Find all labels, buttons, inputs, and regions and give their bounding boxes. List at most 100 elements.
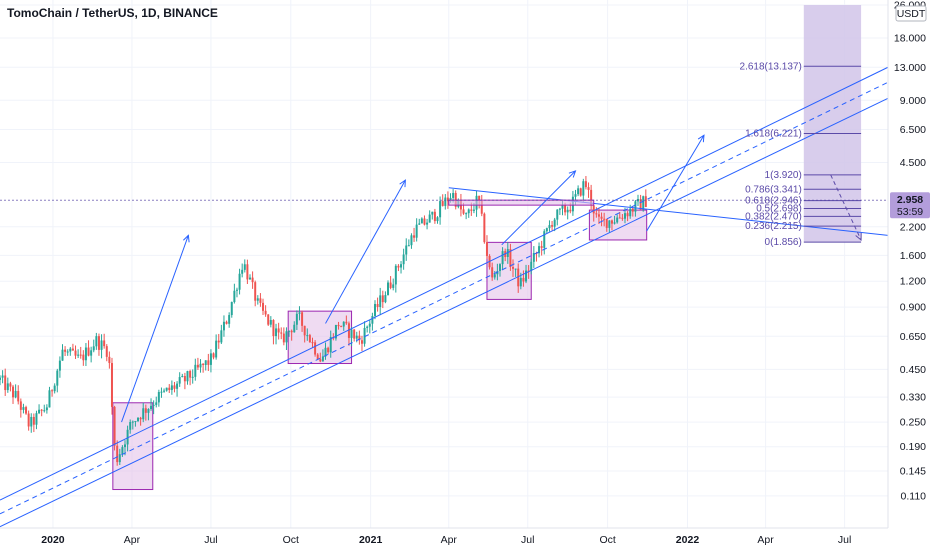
candle-body	[295, 313, 298, 325]
candle-body	[30, 416, 33, 427]
fib-level-label: 0.5(2.698)	[756, 203, 802, 214]
candle-body	[329, 336, 332, 353]
candle-body	[103, 340, 106, 347]
candle-body	[623, 213, 626, 219]
projection-arrow-head	[399, 179, 406, 188]
candle-body	[418, 223, 421, 225]
candle-body	[303, 325, 306, 336]
candle-body	[43, 410, 46, 412]
candle-body	[462, 209, 465, 214]
candle-body	[25, 407, 28, 414]
candle-body	[121, 447, 124, 455]
candle-body	[19, 401, 22, 410]
candle-body	[100, 340, 103, 350]
candle-body	[428, 214, 431, 223]
candle-body	[368, 323, 371, 327]
candle-body	[17, 390, 20, 402]
candle-body	[642, 196, 645, 210]
price-tick-label: 0.450	[900, 364, 926, 376]
candle-body	[467, 209, 470, 214]
candle-body	[584, 181, 587, 188]
candle-body	[1, 375, 4, 378]
candle-body	[314, 342, 317, 355]
candle-body	[0, 377, 1, 380]
candle-body	[564, 205, 567, 213]
candle-body	[407, 245, 410, 247]
candle-body	[394, 265, 397, 285]
projection-arrow-head	[183, 234, 190, 243]
candle-body	[77, 354, 80, 356]
candle-body	[199, 363, 202, 368]
candle-body	[155, 402, 158, 405]
candle-body	[631, 208, 634, 212]
time-axis-background	[0, 528, 932, 550]
candle-body	[64, 349, 67, 352]
candle-body	[514, 268, 517, 270]
candle-body	[142, 408, 145, 420]
candle-body	[6, 383, 9, 391]
candle-body	[144, 408, 147, 413]
consolidation-box	[486, 241, 532, 300]
candle-body	[441, 201, 444, 206]
candle-body	[178, 377, 181, 384]
price-tick-label: 0.900	[900, 302, 926, 314]
candle-body	[160, 391, 163, 393]
candle-body	[285, 331, 288, 343]
projection-arrow-head	[855, 232, 862, 242]
candle-body	[152, 404, 155, 406]
candle-body	[381, 295, 384, 303]
candle-body	[592, 205, 595, 214]
price-axis[interactable]: 26.00018.00013.0009.0006.5004.5002.2001.…	[894, 0, 926, 502]
candle-body	[157, 392, 160, 403]
candle-body	[259, 298, 262, 303]
candle-body	[118, 454, 121, 463]
candle-body	[363, 327, 366, 344]
candle-body	[543, 231, 546, 248]
candle-body	[350, 329, 353, 338]
candle-body	[553, 219, 556, 227]
candle-body	[415, 224, 418, 238]
candle-body	[525, 270, 528, 282]
candle-body	[319, 359, 322, 362]
candle-body	[392, 284, 395, 288]
candle-body	[311, 342, 314, 344]
candle-body	[186, 371, 189, 382]
candle-body	[56, 370, 59, 386]
price-tick-label: 0.650	[900, 331, 926, 343]
candle-body	[116, 445, 119, 463]
candle-body	[566, 209, 569, 213]
fibonacci-extension: 2.618(13.137) 1.618(6.221) 1(3.920) 0.786(3…	[740, 61, 862, 248]
candle-body	[582, 181, 585, 196]
time-axis[interactable]: 2020 Apr Jul Oct 2021 Apr Jul Oct 2022 Apr Jul	[41, 534, 851, 546]
candle-body	[379, 295, 382, 308]
channel-line-lower	[0, 97, 889, 528]
candle-body	[629, 208, 632, 217]
candle-body	[165, 387, 168, 391]
candle-body	[376, 303, 379, 308]
candle-body	[532, 253, 535, 262]
candle-body	[108, 356, 111, 364]
candle-body	[366, 326, 369, 328]
time-tick-label: Jul	[204, 534, 217, 546]
time-tick-label: Apr	[441, 534, 458, 546]
candle-body	[230, 302, 233, 316]
candle-body	[225, 321, 228, 324]
usdt-unit-badge: USDT	[895, 5, 927, 22]
candle-body	[501, 251, 504, 265]
candle-body	[410, 235, 413, 246]
candle-body	[53, 385, 56, 392]
candle-body	[512, 267, 515, 269]
candle-body	[603, 218, 606, 220]
fib-level-label: 0.618(2.946)	[745, 196, 802, 207]
candle-body	[605, 218, 608, 228]
chart-grid	[0, 0, 888, 528]
candle-body	[264, 310, 267, 315]
candle-body	[373, 303, 376, 316]
candle-body	[71, 348, 74, 351]
projection-arrow-line	[830, 174, 862, 241]
candle-body	[110, 363, 113, 407]
candle-body	[183, 376, 186, 382]
candle-body	[4, 375, 7, 391]
candle-body	[384, 295, 387, 303]
